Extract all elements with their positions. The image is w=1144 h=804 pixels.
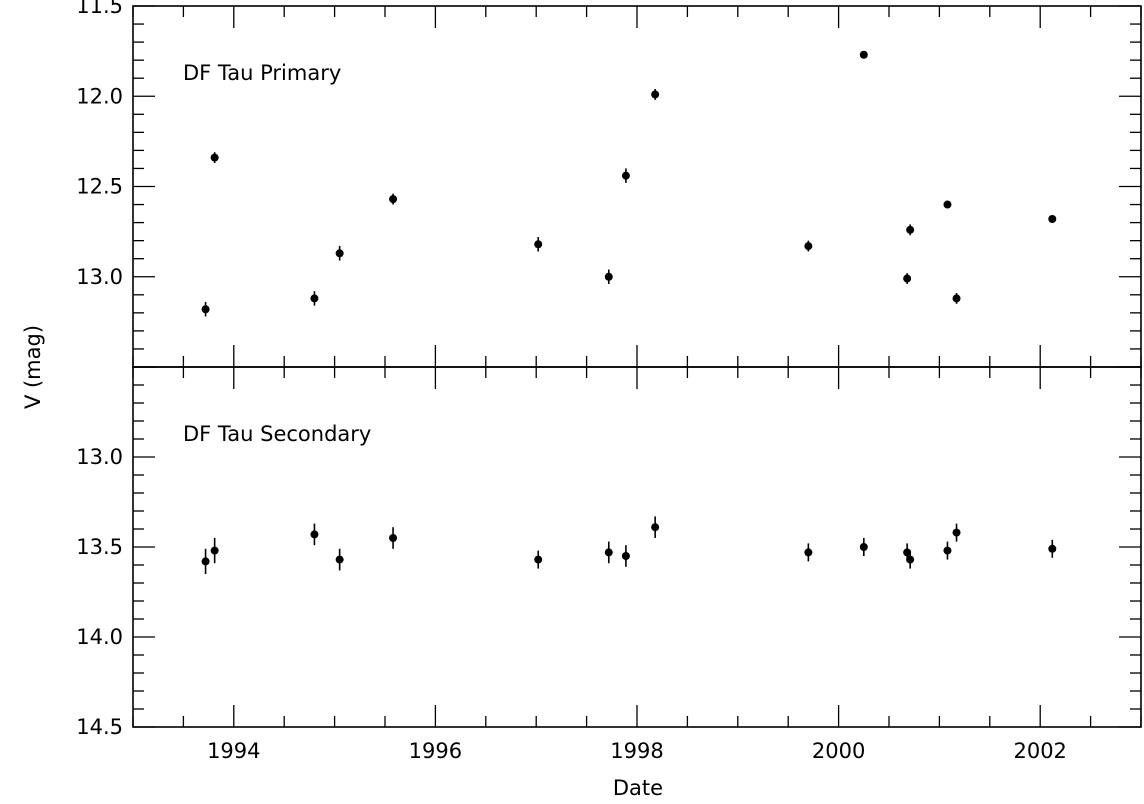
secondary-data-point bbox=[952, 528, 961, 537]
primary-data-point bbox=[621, 171, 630, 180]
primary-data-point bbox=[859, 50, 868, 59]
primary-data-point bbox=[201, 305, 210, 314]
secondary-data-point bbox=[804, 548, 813, 557]
y-axis-title: V (mag) bbox=[21, 325, 45, 409]
secondary-data-point bbox=[389, 534, 398, 542]
primary-y-tick-label: 12.0 bbox=[76, 84, 123, 108]
secondary-y-tick-label: 13.0 bbox=[76, 445, 123, 469]
secondary-panel-label: DF Tau Secondary bbox=[183, 422, 371, 446]
secondary-y-tick-label: 13.5 bbox=[76, 535, 123, 559]
secondary-panel: 13.0 13.5 14.0 14.5 DF Tau Secondary bbox=[76, 366, 1142, 739]
secondary-data-point bbox=[651, 523, 660, 532]
secondary-data-point bbox=[859, 543, 868, 551]
primary-y-tick-label: 13.0 bbox=[76, 265, 123, 289]
primary-data-point bbox=[804, 242, 813, 251]
primary-panel: 11.5 12.0 12.5 13.0 DF Tau Primary bbox=[76, 0, 1142, 368]
primary-data-point bbox=[1048, 214, 1057, 223]
primary-data-point bbox=[210, 153, 219, 162]
primary-y-tick-label: 12.5 bbox=[76, 175, 123, 199]
primary-data-point bbox=[534, 240, 543, 249]
x-tick-label: 1994 bbox=[207, 739, 260, 763]
secondary-data-point bbox=[310, 530, 319, 539]
primary-data-point bbox=[651, 90, 660, 99]
primary-data-point bbox=[903, 274, 912, 283]
secondary-data-point bbox=[335, 555, 344, 564]
secondary-data-point bbox=[906, 555, 915, 564]
secondary-data-point bbox=[210, 546, 219, 555]
primary-data-point bbox=[389, 195, 398, 204]
secondary-data-point bbox=[604, 548, 613, 557]
secondary-y-tick-label: 14.0 bbox=[76, 625, 123, 649]
x-axis-title: Date bbox=[613, 776, 663, 800]
secondary-data-point bbox=[943, 546, 952, 555]
secondary-data-point bbox=[534, 555, 543, 564]
secondary-data-point bbox=[903, 548, 912, 557]
primary-data-point bbox=[335, 249, 344, 258]
x-tick-label: 2002 bbox=[1013, 739, 1066, 763]
secondary-data-point bbox=[621, 552, 630, 560]
secondary-data-point bbox=[1048, 544, 1057, 553]
primary-data-point bbox=[943, 200, 952, 209]
x-tick-label: 2000 bbox=[812, 739, 865, 763]
primary-data-point bbox=[604, 272, 613, 281]
primary-panel-label: DF Tau Primary bbox=[183, 61, 341, 85]
primary-data-point bbox=[310, 294, 319, 303]
primary-data-point bbox=[952, 294, 961, 303]
primary-y-tick-label: 11.5 bbox=[76, 0, 123, 18]
x-tick-label: 1998 bbox=[610, 739, 663, 763]
secondary-plot-frame bbox=[132, 366, 1142, 728]
x-tick-label: 1996 bbox=[409, 739, 462, 763]
primary-data-point bbox=[906, 225, 915, 234]
secondary-data-point bbox=[201, 557, 210, 566]
x-axis-tick-labels: 1994 1996 1998 2000 2002 bbox=[207, 739, 1067, 763]
secondary-y-tick-label: 14.5 bbox=[76, 715, 123, 739]
